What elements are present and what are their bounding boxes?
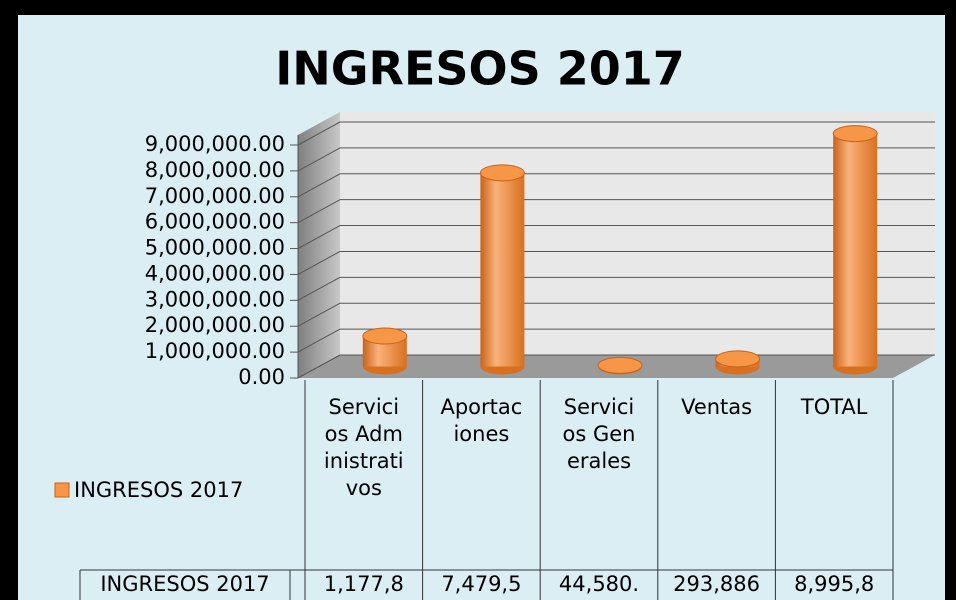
bar bbox=[833, 133, 878, 367]
category-label: Servicios Administrativos bbox=[323, 395, 404, 500]
bar-top bbox=[715, 350, 761, 368]
legend-swatch bbox=[54, 482, 70, 498]
bar bbox=[480, 172, 525, 367]
y-tick-label: 5,000,000.00 bbox=[145, 236, 285, 260]
grid-line bbox=[297, 276, 341, 301]
bar-top bbox=[832, 125, 878, 143]
grid-line bbox=[297, 302, 341, 327]
category-label: TOTAL bbox=[800, 395, 868, 419]
category-label: Ventas bbox=[681, 395, 753, 419]
table-row-header: INGRESOS 2017 bbox=[100, 572, 269, 596]
bar-top bbox=[597, 356, 643, 374]
y-tick-label: 9,000,000.00 bbox=[145, 132, 285, 156]
grid-line bbox=[297, 147, 341, 172]
chart-title: INGRESOS 2017 bbox=[275, 42, 685, 96]
y-tick-label: 8,000,000.00 bbox=[145, 158, 285, 182]
grid-line bbox=[297, 121, 341, 146]
table-value: 293,886 bbox=[673, 572, 760, 596]
grid-line bbox=[297, 225, 341, 249]
y-tick-label: 7,000,000.00 bbox=[145, 184, 285, 208]
y-tick-label: 0.00 bbox=[238, 365, 285, 389]
grid-line bbox=[297, 354, 341, 379]
table-value: 1,177,8 bbox=[324, 572, 404, 596]
y-tick-label: 2,000,000.00 bbox=[145, 313, 285, 337]
grid-line bbox=[297, 251, 341, 275]
table-value: 8,995,8 bbox=[794, 572, 874, 596]
bar-top bbox=[479, 164, 525, 182]
side-wall bbox=[298, 112, 340, 378]
grid-line bbox=[297, 173, 341, 198]
legend-label: INGRESOS 2017 bbox=[74, 478, 243, 502]
category-label: Servicios Generales bbox=[562, 395, 636, 473]
grid-line bbox=[297, 199, 341, 224]
table-value: 44,580. bbox=[559, 572, 639, 596]
table-value: 7,479,5 bbox=[441, 572, 521, 596]
grid-line bbox=[297, 328, 341, 353]
category-label: Aportaciones bbox=[440, 395, 523, 446]
bar-top bbox=[362, 327, 408, 345]
y-tick-label: 6,000,000.00 bbox=[145, 210, 285, 234]
y-tick-label: 4,000,000.00 bbox=[145, 261, 285, 285]
y-tick-label: 3,000,000.00 bbox=[145, 287, 285, 311]
y-tick-label: 1,000,000.00 bbox=[145, 339, 285, 363]
